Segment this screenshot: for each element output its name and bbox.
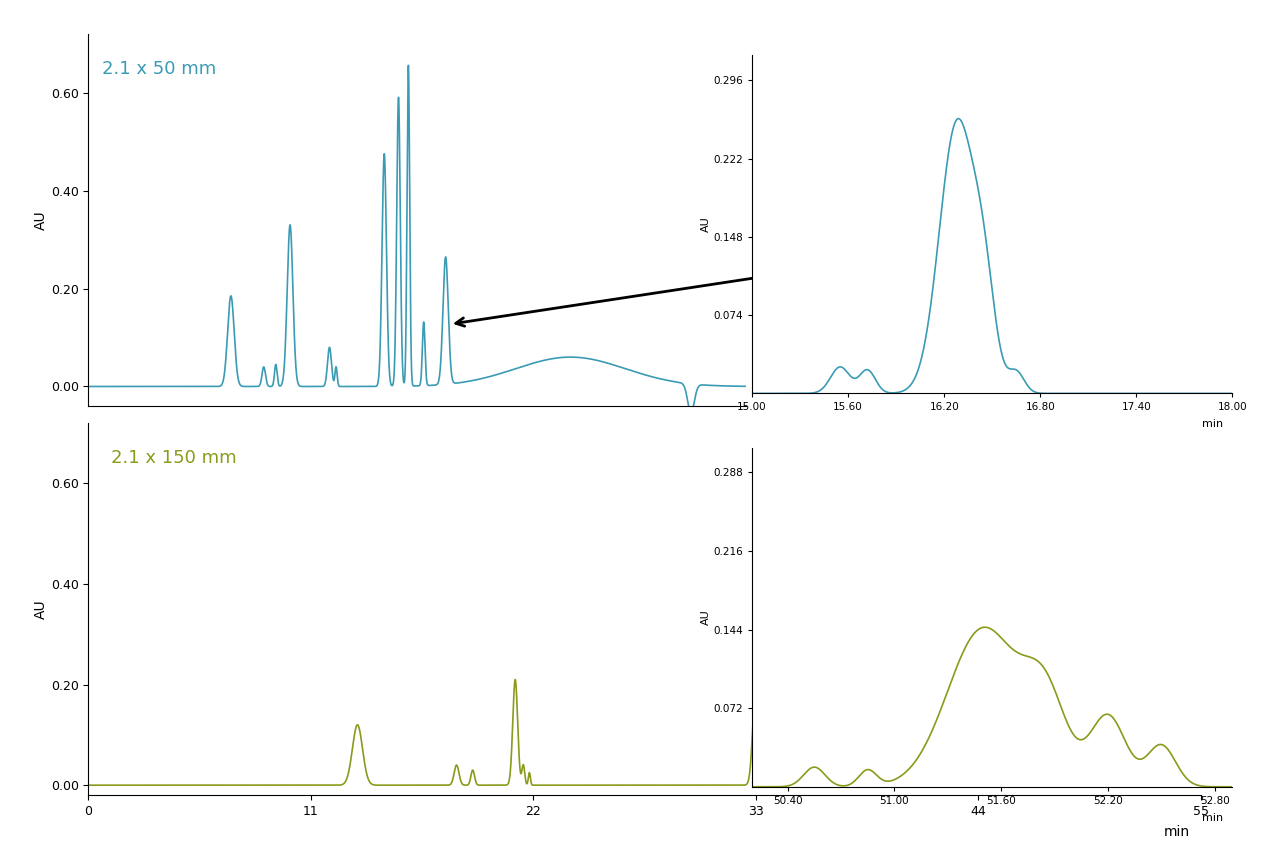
Text: min: min [1164, 825, 1189, 839]
Text: 2.1 x 50 mm: 2.1 x 50 mm [101, 60, 216, 78]
Y-axis label: AU: AU [700, 217, 710, 232]
Text: min: min [1202, 420, 1222, 429]
Y-axis label: AU: AU [700, 610, 710, 625]
Y-axis label: AU: AU [34, 599, 48, 619]
Y-axis label: AU: AU [34, 210, 48, 230]
Text: 2.1 x 150 mm: 2.1 x 150 mm [111, 449, 236, 467]
Text: min: min [1202, 813, 1222, 822]
